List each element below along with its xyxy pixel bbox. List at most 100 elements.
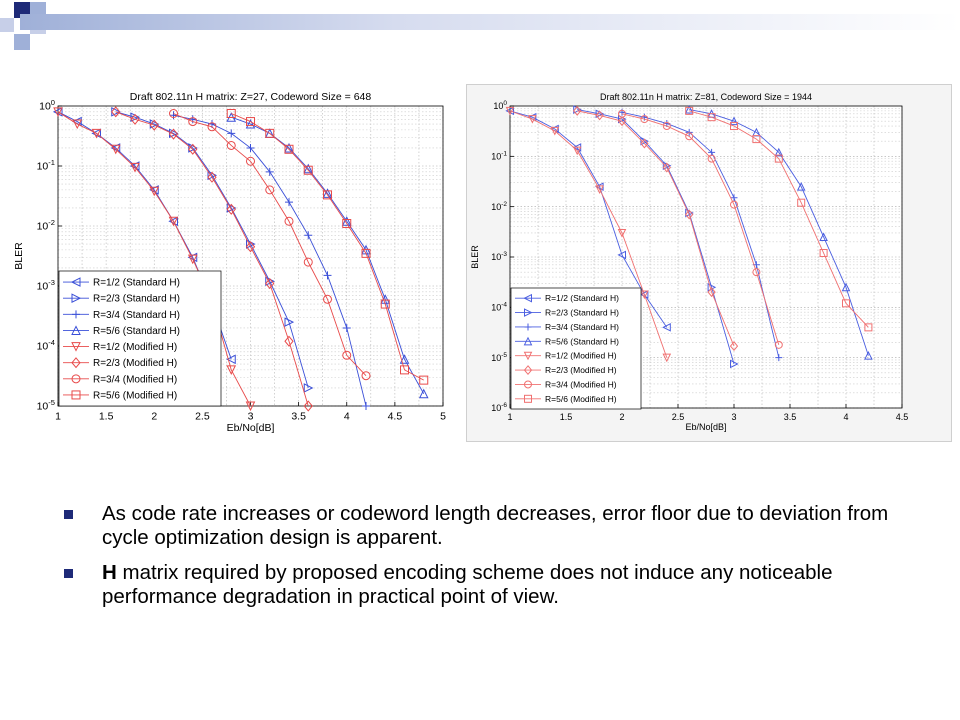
x-tick-label: 1 <box>507 412 512 422</box>
series-line <box>231 116 425 394</box>
legend-entry: R=5/6 (Standard H) <box>93 326 180 337</box>
data-point <box>707 154 716 163</box>
data-point <box>168 128 179 140</box>
x-tick-label: 4.5 <box>896 412 909 422</box>
series-line <box>509 110 668 358</box>
data-point <box>188 143 198 155</box>
data-point <box>730 200 738 209</box>
data-point <box>265 167 274 176</box>
data-point <box>841 282 851 292</box>
data-point <box>729 116 739 126</box>
series-6 <box>573 105 739 352</box>
y-tick-label: 100 <box>493 100 507 111</box>
y-tick-label: 10-2 <box>37 218 55 233</box>
data-point <box>662 323 671 332</box>
bullet-text: matrix required by proposed encoding sch… <box>102 561 833 608</box>
data-point <box>284 317 295 327</box>
data-point <box>528 115 537 124</box>
y-tick-label: 10-5 <box>491 352 507 363</box>
data-point <box>207 171 217 183</box>
data-point <box>323 190 332 200</box>
chart-title: Draft 802.11n H matrix: Z=27, Codeword S… <box>130 91 372 103</box>
data-point <box>303 163 314 174</box>
x-axis-label: Eb/No[dB] <box>685 422 726 432</box>
data-point <box>685 132 694 141</box>
series-line <box>577 110 735 347</box>
square-bullet-icon <box>64 510 73 519</box>
legend-entry: R=1/2 (Modified H) <box>545 351 617 361</box>
data-point <box>361 248 371 258</box>
data-point <box>110 143 121 153</box>
legend-entry: R=1/2 (Standard H) <box>93 278 180 289</box>
legend-entry: R=5/6 (Standard H) <box>545 336 619 346</box>
series-7 <box>169 108 371 381</box>
data-point <box>752 135 761 144</box>
data-point <box>303 383 314 393</box>
data-point <box>617 250 626 260</box>
series-line <box>115 111 309 389</box>
data-point <box>52 107 63 117</box>
legend-marker <box>70 277 81 287</box>
data-point <box>207 122 217 132</box>
data-point <box>227 129 236 138</box>
x-tick-label: 5 <box>440 411 446 423</box>
data-point <box>774 147 784 157</box>
legend-box <box>510 287 642 410</box>
legend-entry: R=5/6 (Modified H) <box>545 394 617 404</box>
legend-marker <box>524 308 533 317</box>
data-point <box>168 216 178 227</box>
data-point <box>245 241 256 253</box>
data-point <box>342 323 351 332</box>
data-point <box>188 117 198 127</box>
data-point <box>72 119 83 130</box>
legend-marker <box>523 365 533 376</box>
legend-entry: R=3/4 (Modified H) <box>545 379 617 389</box>
data-point <box>685 209 694 220</box>
data-point <box>774 154 783 163</box>
data-point <box>550 126 560 136</box>
data-point <box>111 106 121 118</box>
data-point <box>168 216 179 227</box>
chart-title: Draft 802.11n H matrix: Z=81, Codeword S… <box>600 92 812 102</box>
y-tick-label: 10-1 <box>491 150 507 161</box>
data-point <box>303 400 313 412</box>
x-tick-label: 1.5 <box>99 411 114 423</box>
data-point <box>707 287 716 298</box>
bullet-item-2: H matrix required by proposed encoding s… <box>64 561 924 609</box>
data-point <box>323 271 332 280</box>
bullet-list: As code rate increases or codeword lengt… <box>64 502 924 620</box>
header-gradient-bar <box>20 14 960 30</box>
legend-marker <box>72 310 80 319</box>
data-point <box>617 228 627 238</box>
data-point <box>419 375 429 385</box>
series-line <box>577 109 735 365</box>
legend-box <box>58 270 222 407</box>
data-point <box>639 290 649 299</box>
series-8 <box>685 106 873 332</box>
data-point <box>685 106 694 115</box>
data-point <box>149 186 160 197</box>
data-point <box>304 231 313 240</box>
data-point <box>226 365 237 375</box>
data-point <box>729 341 739 352</box>
x-tick-label: 3 <box>731 412 736 422</box>
y-tick-label: 10-5 <box>37 398 55 413</box>
y-tick-label: 10-3 <box>491 251 507 262</box>
data-point <box>819 232 828 241</box>
data-point <box>618 109 626 118</box>
series-3 <box>169 111 370 410</box>
data-point <box>399 354 410 364</box>
data-point <box>774 340 783 349</box>
legend-marker <box>523 351 533 361</box>
data-point <box>730 359 739 369</box>
data-point <box>246 143 255 152</box>
y-tick-label: 10-4 <box>491 301 507 312</box>
legend-entry: R=1/2 (Modified H) <box>93 342 177 353</box>
data-point <box>400 365 409 375</box>
data-point <box>362 402 370 410</box>
data-point <box>505 106 515 116</box>
series-line <box>115 111 309 407</box>
data-point <box>226 354 236 365</box>
data-point <box>130 162 140 173</box>
data-point <box>187 254 198 265</box>
